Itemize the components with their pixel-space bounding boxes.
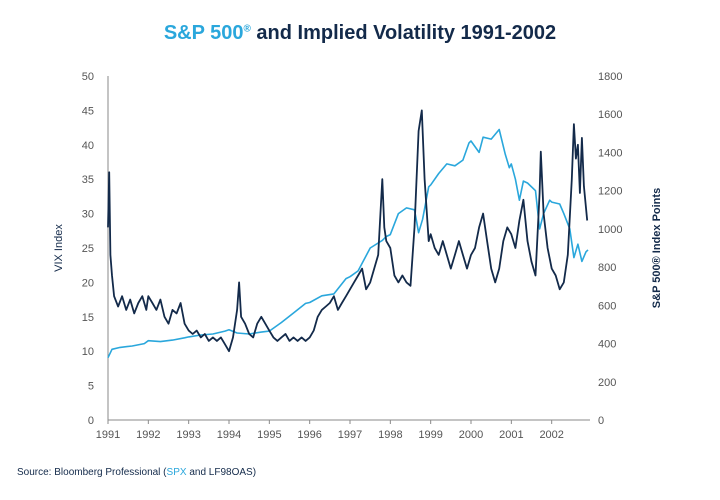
title-registered-mark: ®: [243, 23, 251, 35]
title-spx-text: S&P 500: [163, 22, 244, 44]
title-rest-text: and Implied Volatility 1991-2002: [250, 22, 557, 44]
x-tick-label: 1991: [96, 429, 120, 441]
y-left-tick-label: 5: [88, 381, 94, 393]
x-tick-label: 1996: [297, 429, 321, 441]
y-left-tick-label: 25: [82, 243, 94, 255]
vix-series-line: [107, 109, 589, 353]
y-left-tick-label: 45: [82, 105, 94, 117]
y-left-axis-title: VIX Index: [53, 224, 65, 272]
y-right-tick-label: 400: [598, 339, 616, 351]
y-right-tick-label: 1800: [598, 71, 622, 83]
x-tick-label: 1995: [257, 429, 281, 441]
y-left-tick-label: 15: [82, 312, 94, 324]
y-right-tick-label: 200: [598, 377, 616, 389]
y-right-axis-title: S&P 500® Index Points: [651, 188, 663, 308]
y-left-tick-label: 35: [82, 174, 94, 186]
y-left-tick-label: 0: [88, 415, 94, 427]
y-right-tick-label: 1200: [598, 186, 622, 198]
y-left-tick-label: 50: [82, 71, 94, 83]
y-right-tick-label: 800: [598, 262, 616, 274]
y-right-tick-label: 600: [598, 300, 616, 312]
source-suffix: and LF98OAS): [186, 467, 257, 478]
y-left-tick-label: 20: [82, 277, 94, 289]
x-tick-label: 1997: [338, 429, 362, 441]
y-left-tick-label: 30: [82, 209, 94, 221]
x-tick-label: 1993: [176, 429, 200, 441]
x-tick-label: 1994: [217, 429, 241, 441]
y-right-tick-label: 1400: [598, 147, 622, 159]
y-right-tick-label: 1000: [598, 224, 622, 236]
y-left-tick-label: 10: [82, 346, 94, 358]
x-tick-label: 2001: [499, 429, 523, 441]
chart-title: S&P 500® and Implied Volatility 1991-200…: [0, 22, 720, 45]
x-tick-label: 1998: [378, 429, 402, 441]
y-right-tick-label: 0: [598, 415, 604, 427]
source-spx: SPX: [166, 467, 187, 478]
x-tick-label: 1992: [136, 429, 160, 441]
source-note: Source: Bloomberg Professional (SPX and …: [17, 467, 256, 478]
x-tick-label: 2002: [539, 429, 563, 441]
x-tick-label: 2000: [459, 429, 483, 441]
y-left-tick-label: 40: [82, 140, 94, 152]
y-right-tick-label: 1600: [598, 109, 622, 121]
source-prefix: Source: Bloomberg Professional (: [17, 467, 167, 478]
x-tick-label: 1999: [418, 429, 442, 441]
